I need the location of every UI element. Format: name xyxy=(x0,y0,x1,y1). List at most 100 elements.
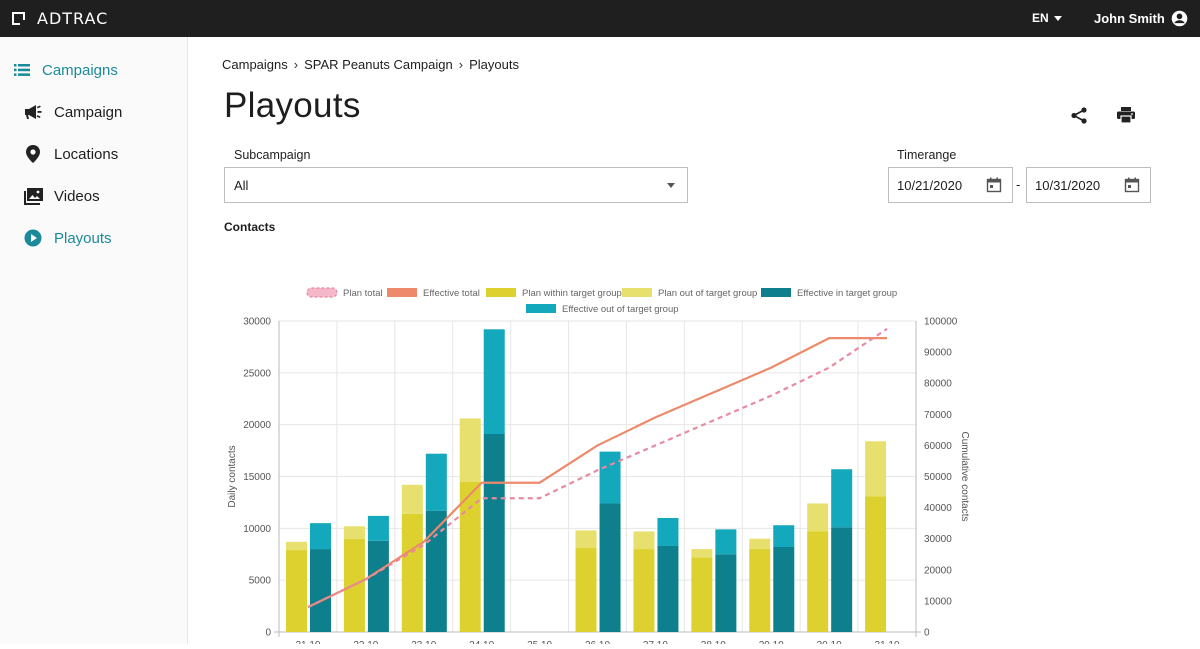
legend-label: Effective in target group xyxy=(797,288,897,299)
x-tick-label: 28.10 xyxy=(701,640,726,644)
y-tick-label: 30000 xyxy=(243,317,271,328)
list-icon xyxy=(12,60,32,80)
legend-label: Effective out of target group xyxy=(562,304,679,315)
y-tick-label: 25000 xyxy=(243,368,271,379)
bar-plan-within xyxy=(633,549,655,632)
chevron-right-icon: › xyxy=(458,57,464,72)
sidebar: Campaigns Campaign Locations Videos Play… xyxy=(0,37,188,644)
sidebar-item-videos[interactable]: Videos xyxy=(0,176,188,216)
bar-plan-out xyxy=(807,503,829,532)
legend-swatch xyxy=(526,304,556,313)
date-from-input[interactable]: 10/21/2020 xyxy=(888,167,1013,203)
bar-plan-out xyxy=(865,441,887,497)
caret-down-icon xyxy=(667,183,675,188)
sidebar-item-label: Playouts xyxy=(54,229,112,247)
calendar-icon[interactable] xyxy=(1124,177,1140,193)
page-title: Playouts xyxy=(224,86,361,125)
date-from-value: 10/21/2020 xyxy=(897,178,963,193)
y2-tick-label: 100000 xyxy=(924,317,958,328)
y2-tick-label: 10000 xyxy=(924,596,952,607)
bar-plan-within xyxy=(807,531,829,632)
bar-plan-within xyxy=(401,513,423,632)
bar-plan-within xyxy=(749,549,771,632)
y-tick-label: 10000 xyxy=(243,524,271,535)
language-selector[interactable]: EN xyxy=(1032,11,1062,25)
bar-plan-out xyxy=(343,526,365,539)
calendar-icon[interactable] xyxy=(986,177,1002,193)
y2-axis-title: Cumulative contacts xyxy=(959,431,970,521)
timerange-label: Timerange xyxy=(897,148,957,162)
bar-effective-in xyxy=(599,503,621,632)
breadcrumb-link-campaigns[interactable]: Campaigns xyxy=(222,57,288,72)
sidebar-item-campaigns[interactable]: Campaigns xyxy=(0,50,188,90)
y2-tick-label: 90000 xyxy=(924,348,952,359)
share-icon xyxy=(1071,106,1087,124)
bar-plan-out xyxy=(691,549,713,558)
sidebar-item-locations[interactable]: Locations xyxy=(0,134,188,174)
x-tick-label: 31.10 xyxy=(875,640,900,644)
bar-effective-out xyxy=(599,451,621,504)
subcampaign-select[interactable]: All xyxy=(224,167,688,203)
bar-plan-out xyxy=(286,541,307,551)
breadcrumb: Campaigns › SPAR Peanuts Campaign › Play… xyxy=(222,57,519,72)
sidebar-item-campaign[interactable]: Campaign xyxy=(0,92,188,132)
account-circle-icon xyxy=(1171,10,1188,27)
app-logo[interactable]: ADTRAC xyxy=(12,9,108,28)
y-tick-label: 20000 xyxy=(243,420,271,431)
y2-tick-label: 70000 xyxy=(924,410,952,421)
bar-plan-out xyxy=(633,531,655,550)
video-library-icon xyxy=(23,186,43,206)
legend-label: Plan total xyxy=(343,288,383,299)
sidebar-item-label: Locations xyxy=(54,145,119,163)
bar-plan-out xyxy=(575,530,597,549)
x-tick-label: 21.10 xyxy=(295,640,320,644)
play-circle-icon xyxy=(23,228,43,248)
bar-plan-within xyxy=(459,481,481,632)
bar-effective-in xyxy=(425,510,447,632)
location-pin-icon xyxy=(23,144,43,164)
y-tick-label: 5000 xyxy=(249,576,272,587)
bar-effective-in xyxy=(715,554,737,632)
legend-swatch xyxy=(306,287,338,298)
breadcrumb-link-campaign[interactable]: SPAR Peanuts Campaign xyxy=(304,57,453,72)
bar-effective-in xyxy=(310,549,331,632)
bar-effective-out xyxy=(831,469,853,528)
bar-effective-in xyxy=(483,433,505,632)
bar-effective-in xyxy=(657,545,679,632)
y2-tick-label: 80000 xyxy=(924,379,952,390)
bar-effective-in xyxy=(367,540,389,632)
bar-plan-out xyxy=(749,538,771,550)
x-tick-label: 22.10 xyxy=(353,640,378,644)
subcampaign-value: All xyxy=(234,178,249,193)
chart-title: Contacts xyxy=(224,220,276,234)
user-name: John Smith xyxy=(1094,11,1165,26)
app-name: ADTRAC xyxy=(37,9,109,28)
sidebar-item-label: Videos xyxy=(54,187,100,205)
share-button[interactable] xyxy=(1068,104,1090,126)
user-menu[interactable]: John Smith xyxy=(1094,10,1188,27)
y-axis-title: Daily contacts xyxy=(227,445,238,507)
bar-effective-out xyxy=(483,329,505,434)
print-button[interactable] xyxy=(1115,104,1137,126)
sidebar-item-playouts[interactable]: Playouts xyxy=(0,218,188,258)
date-to-input[interactable]: 10/31/2020 xyxy=(1026,167,1151,203)
legend-swatch xyxy=(387,288,417,297)
sidebar-item-label: Campaigns xyxy=(42,61,118,79)
bar-effective-out xyxy=(367,515,389,541)
bar-effective-out xyxy=(715,529,737,555)
y2-tick-label: 30000 xyxy=(924,534,952,545)
line-effective-total xyxy=(307,337,888,609)
legend-label: Plan within target group xyxy=(522,288,622,299)
x-tick-label: 23.10 xyxy=(411,640,436,644)
contacts-chart: 0 5000 10000 15000 20000 25000 30000 0 10000 2000… xyxy=(189,237,1200,649)
x-tick-label: 26.10 xyxy=(585,640,610,644)
breadcrumb-current: Playouts xyxy=(469,57,519,72)
date-separator: - xyxy=(1016,177,1021,192)
bar-plan-out xyxy=(459,418,481,482)
caret-down-icon xyxy=(1053,16,1062,22)
logo-mark-icon xyxy=(12,12,25,25)
y-tick-label: 0 xyxy=(265,628,271,639)
bar-effective-in xyxy=(773,546,795,632)
language-value: EN xyxy=(1032,11,1049,25)
legend-swatch xyxy=(622,288,652,297)
